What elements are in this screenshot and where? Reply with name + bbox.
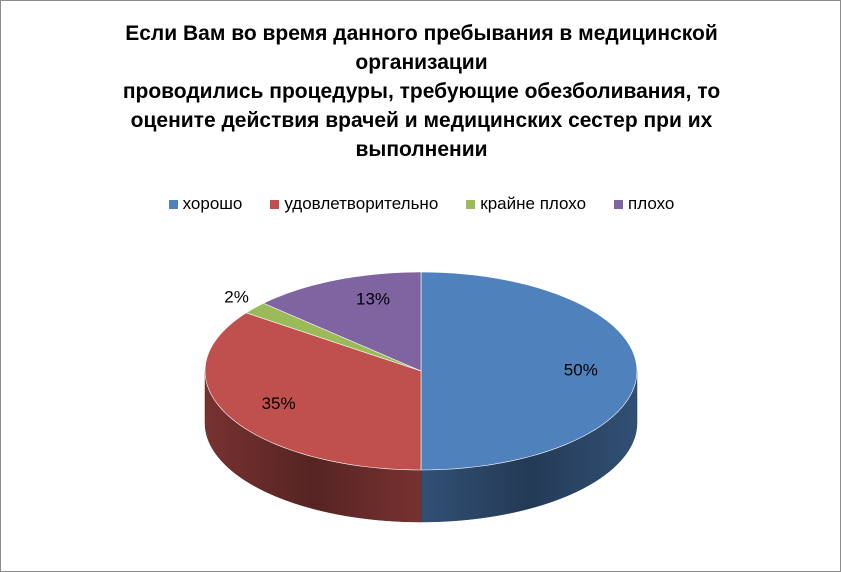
legend-swatch (270, 199, 280, 209)
legend-swatch (614, 199, 624, 209)
pie-data-label-1: 35% (262, 394, 296, 413)
pie-slice-1 (204, 312, 422, 471)
chart-title-line: оцените действия врачей и медицинских се… (130, 109, 713, 132)
pie-slice-2 (245, 302, 422, 372)
legend-label: удовлетворительно (284, 194, 439, 213)
legend-item-krayne-ploho: крайне плохо (466, 194, 586, 214)
legend-item-horosho: хорошо (168, 194, 243, 214)
chart-title-line: проводились процедуры, требующие обезбол… (122, 80, 721, 103)
pie-slice-3 (262, 271, 422, 372)
legend-label: плохо (628, 194, 675, 213)
pie-data-label-0: 50% (564, 360, 598, 379)
pie-slice-0 (420, 271, 638, 471)
chart-title-line: организации (355, 51, 488, 74)
legend-swatch (466, 199, 476, 209)
legend-item-udovletvoritelno: удовлетворительно (270, 194, 438, 214)
legend-item-ploho: плохо (614, 194, 674, 214)
chart-legend: хорошо удовлетворительно крайне плохо пл… (1, 194, 841, 214)
chart-title: Если Вам во время данного пребывания в м… (61, 19, 782, 164)
legend-swatch (168, 199, 178, 209)
chart-title-line: выполнении (355, 138, 488, 161)
chart-title-line: Если Вам во время данного пребывания в м… (125, 22, 718, 45)
pie-top-group (204, 271, 638, 471)
pie-label-group: 50% 35% 2% 13% (224, 287, 598, 412)
pie-data-label-3: 13% (356, 289, 390, 308)
legend-label: хорошо (182, 194, 243, 213)
pie-data-label-2: 2% (224, 287, 249, 306)
legend-label: крайне плохо (480, 194, 587, 213)
